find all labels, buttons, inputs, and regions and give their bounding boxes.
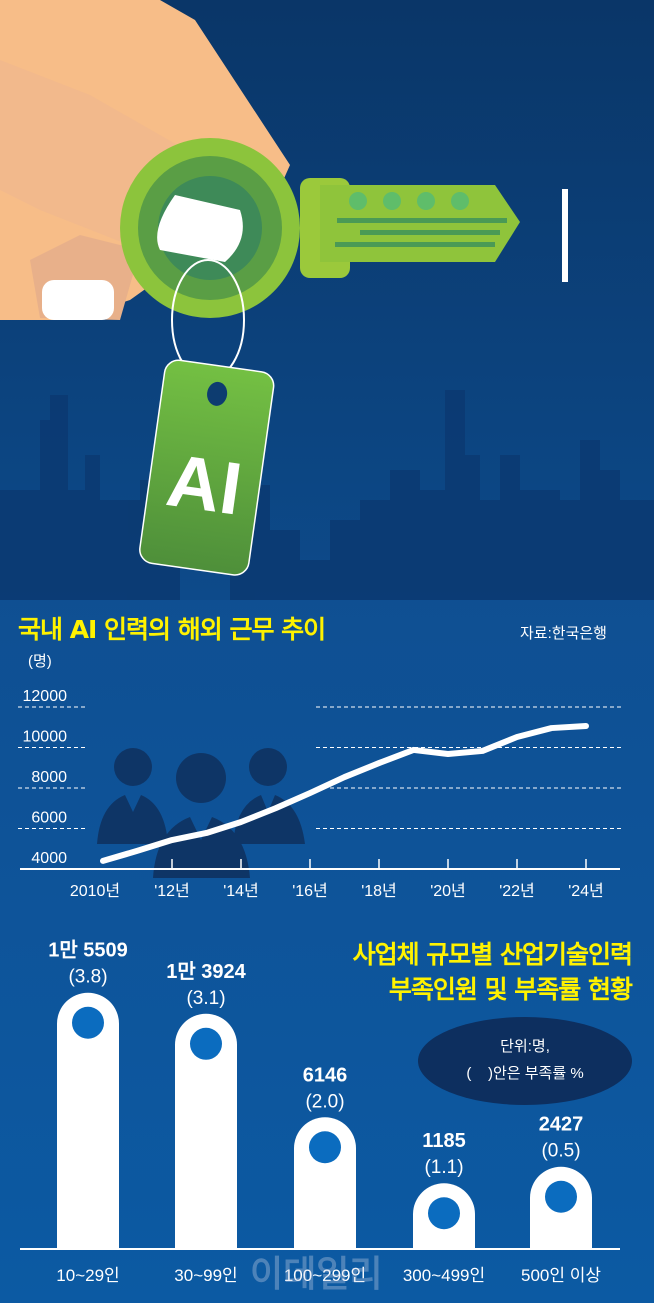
finger-nail [157,195,243,262]
x-tick-label: '12년 [154,882,190,900]
bar-rate-label: (3.1) [186,988,225,1009]
city-skyline [0,390,654,600]
category-label: 300~499인 [403,1266,485,1285]
x-tick-label: '22년 [499,882,535,900]
x-tick-label: '18년 [361,882,397,900]
bar-chart: 1만 5509 (3.8) 10~29인 1만 3924 (3.1) 30~99인 6146… [20,939,620,1285]
unit-note-line1: 단위:명, [500,1038,550,1055]
bar-rate-label: (2.0) [305,1091,344,1112]
y-tick-label: 4000 [31,850,67,867]
category-label: 100~299인 [284,1266,366,1285]
y-tick-label: 10000 [23,729,68,746]
y-tick-label: 12000 [23,688,68,705]
bar-dot [428,1197,460,1230]
y-tick-label: 8000 [31,769,67,786]
y-tick-label: 6000 [31,810,67,827]
x-tick-label: '14년 [223,882,259,900]
bar-value-label: 6146 [303,1064,348,1086]
bar-rate-label: (3.8) [68,967,107,988]
category-label: 10~29인 [56,1266,119,1285]
bar-value-label: 1만 3924 [166,960,246,983]
bar-value-label: 2427 [539,1114,584,1136]
y-axis-unit: (명) [28,653,52,670]
bar-rate-label: (0.5) [541,1141,580,1162]
bar-chart-title-line1: 사업체 규모별 산업기술인력 [352,940,633,969]
people-icon [97,748,305,878]
ai-tag-text: AI [162,438,247,530]
category-label: 500인 이상 [521,1266,601,1285]
thumb-nail [42,280,114,320]
bar-value-label: 1만 5509 [48,939,128,962]
bar [175,1013,237,1249]
data-line [100,723,589,864]
bar-dot [72,1006,104,1039]
category-label: 30~99인 [174,1266,237,1285]
x-tick-label: 2010년 [70,882,120,900]
source-label: 자료:한국은행 [520,625,607,642]
bar-dot [309,1131,341,1164]
key-illustration: AI [0,0,654,600]
x-tick-label: '16년 [292,882,328,900]
bar-dot [190,1027,222,1060]
x-tick-label: '24년 [568,882,604,900]
line-chart-title: 국내 AI 인력의 해외 근무 추이 [18,615,326,644]
unit-note-line2: ( )안은 부족률 % [466,1065,584,1082]
bar [57,992,119,1249]
bar-dot [545,1180,577,1213]
bar-rate-label: (1.1) [424,1157,463,1178]
ai-tag: AI [139,359,275,576]
bar-chart-title-line2: 부족인원 및 부족률 현황 [388,975,633,1004]
unit-note-ellipse: 단위:명, ( )안은 부족률 % [418,1017,632,1105]
x-tick-label: '20년 [430,882,466,900]
divider-bar [562,189,568,282]
watermark: 이데일리 [250,1254,383,1295]
bar-value-label: 1185 [422,1130,465,1152]
